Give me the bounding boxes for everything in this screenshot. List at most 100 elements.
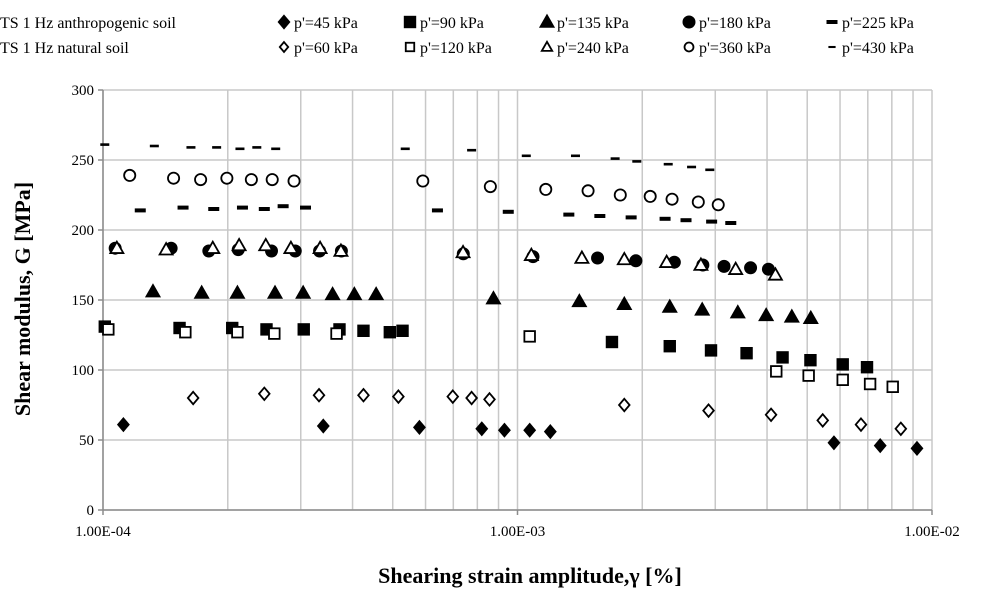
series-9 <box>100 143 715 172</box>
data-point <box>711 198 725 212</box>
data-point <box>663 339 676 353</box>
data-point <box>483 391 496 407</box>
y-tick-label: 200 <box>72 223 95 239</box>
data-point <box>277 204 289 209</box>
series-7 <box>108 237 784 281</box>
data-point <box>357 324 370 338</box>
data-point <box>144 283 162 298</box>
legend-entry-label: p'=60 kPa <box>294 40 358 57</box>
data-point <box>725 221 737 225</box>
series-5 <box>186 386 908 437</box>
data-point <box>102 323 115 336</box>
data-point <box>100 143 110 146</box>
data-point <box>863 377 877 391</box>
data-point <box>431 208 443 213</box>
data-point <box>396 324 409 338</box>
data-point <box>268 327 281 340</box>
data-point <box>312 239 329 254</box>
data-point <box>258 207 270 211</box>
x-tick-label: 1.00E-04 <box>75 524 131 540</box>
data-point <box>400 147 410 151</box>
data-point <box>332 242 349 257</box>
legend-entry-label: p'=240 kPa <box>557 40 629 57</box>
data-point <box>659 216 671 221</box>
data-point <box>632 160 642 163</box>
y-tick-label: 50 <box>79 433 94 449</box>
data-point <box>177 205 189 210</box>
data-point <box>764 407 778 423</box>
data-point <box>297 323 310 336</box>
legend-marker <box>277 14 291 30</box>
legend: TS 1 Hz anthropogenic soil p'=45 kPa p'=90… <box>0 13 914 57</box>
data-point <box>658 253 675 268</box>
data-point <box>204 239 221 254</box>
data-point <box>740 346 753 360</box>
data-point <box>692 256 709 271</box>
data-point <box>483 180 497 194</box>
data-point <box>643 189 657 203</box>
legend-entry-label: p'=430 kPa <box>842 40 914 57</box>
data-point <box>220 171 234 185</box>
legend-entry-label: p'=225 kPa <box>842 15 914 32</box>
data-point <box>416 174 430 188</box>
data-point <box>758 307 775 322</box>
data-point <box>816 412 830 428</box>
data-point <box>727 260 744 275</box>
legend-marker <box>682 15 696 29</box>
data-point <box>616 295 633 310</box>
data-point <box>502 209 514 214</box>
data-point <box>149 144 159 148</box>
data-point <box>729 304 746 319</box>
data-point <box>625 215 637 220</box>
axes <box>98 89 933 515</box>
data-point <box>694 301 711 316</box>
data-point <box>231 325 244 339</box>
data-point <box>570 154 580 158</box>
legend-entry-label: p'=90 kPa <box>420 15 484 32</box>
series-1 <box>98 320 874 374</box>
legend-entry-label: p'=120 kPa <box>420 40 492 57</box>
legend-marker <box>403 15 417 29</box>
legend-marker <box>828 45 836 49</box>
data-point <box>123 168 137 182</box>
series-8 <box>123 168 725 212</box>
data-point <box>244 173 258 187</box>
data-point <box>523 246 540 261</box>
data-point <box>523 422 537 438</box>
data-point <box>827 435 841 451</box>
legend-group-label: TS 1 Hz natural soil <box>0 40 129 57</box>
grid <box>102 89 933 511</box>
data-point <box>706 219 718 224</box>
data-point <box>446 389 460 405</box>
data-point <box>836 358 849 371</box>
data-point <box>770 365 783 378</box>
data-point <box>193 284 210 299</box>
data-point <box>613 188 627 202</box>
series-6 <box>102 323 899 394</box>
data-point <box>231 237 248 252</box>
data-point <box>324 286 341 301</box>
data-point <box>802 369 815 382</box>
legend-marker <box>538 13 556 28</box>
data-point <box>886 380 899 394</box>
data-point <box>300 205 312 210</box>
tick-labels: 0 50 100 150 200 250 300 1.00E-04 1.00E-03 1.00E-… <box>72 83 960 540</box>
data-point <box>167 171 181 185</box>
data-point <box>594 214 606 218</box>
data-point <box>235 147 245 151</box>
data-point <box>295 284 312 299</box>
data-point <box>894 421 908 437</box>
data-point <box>357 387 370 403</box>
legend-entry-label: p'=180 kPa <box>699 15 771 32</box>
data-point <box>610 157 620 160</box>
data-point <box>680 218 692 223</box>
data-point <box>266 284 284 299</box>
data-point <box>465 390 479 406</box>
data-point <box>412 419 426 435</box>
data-point <box>475 421 489 437</box>
data-point <box>391 389 405 405</box>
series-2 <box>144 283 819 324</box>
data-point <box>663 162 673 166</box>
data-point <box>802 309 819 324</box>
data-point <box>521 154 531 158</box>
